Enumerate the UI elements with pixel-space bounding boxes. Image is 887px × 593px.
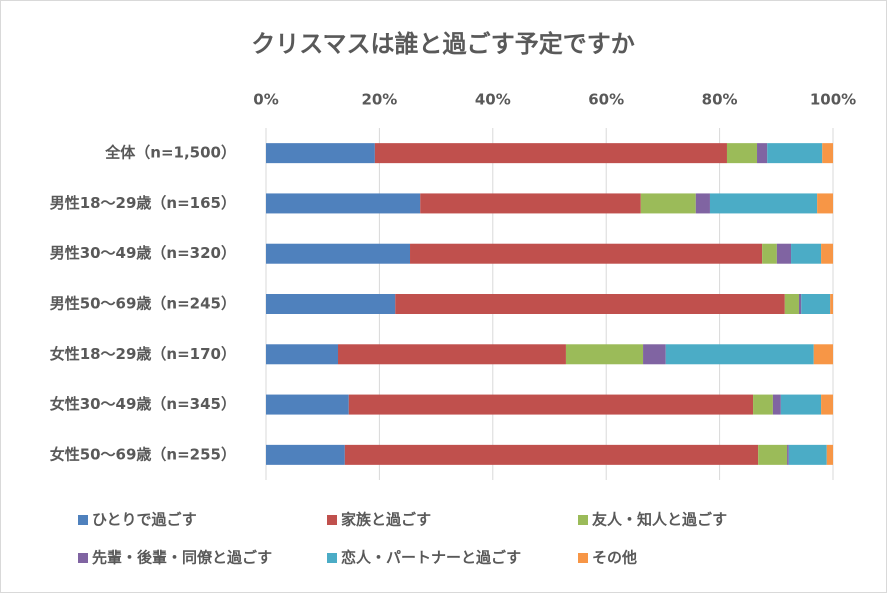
legend-label: その他 xyxy=(592,549,637,567)
legend-swatch xyxy=(327,515,337,525)
bar-segment xyxy=(772,394,781,415)
bar-segment xyxy=(801,294,831,314)
bar-segment xyxy=(565,344,644,365)
chart-title: クリスマスは誰と過ごす予定ですか xyxy=(251,30,635,58)
bar-segment xyxy=(817,193,833,214)
bar-segment xyxy=(784,294,799,314)
legend-label: 先輩・後輩・同僚と過ごす xyxy=(92,549,272,567)
legend-swatch xyxy=(578,553,588,563)
bar-segment xyxy=(757,143,768,164)
bar-segment xyxy=(266,294,396,314)
bar-segment xyxy=(758,444,788,465)
bar-segment xyxy=(266,394,349,415)
bar-segment xyxy=(780,394,822,415)
y-tick-label: 男性18～29歳（n=165） xyxy=(50,194,236,212)
bar-segment xyxy=(762,243,777,264)
bar-segment xyxy=(395,294,785,314)
bar-segment xyxy=(695,193,710,214)
bar-segment xyxy=(665,344,814,365)
legend-swatch xyxy=(327,553,337,563)
legend-label: 友人・知人と過ごす xyxy=(592,511,727,529)
bar-segment xyxy=(798,294,802,314)
bar-segment xyxy=(830,294,833,314)
x-tick-label: 100% xyxy=(810,91,856,109)
bar-segment xyxy=(640,193,696,214)
y-tick-label: 全体（n=1,500） xyxy=(104,144,236,162)
bar-segment xyxy=(821,394,833,415)
bar-segment xyxy=(826,444,833,465)
bar-segment xyxy=(266,193,421,214)
y-tick-label: 女性50～69歳（n=255） xyxy=(50,445,236,463)
bar-segment xyxy=(776,243,792,264)
bar-segment xyxy=(788,444,827,465)
bar-segment xyxy=(266,143,375,164)
bar-segment xyxy=(420,193,641,214)
bar-segment xyxy=(348,394,754,415)
bar-segment xyxy=(410,243,763,264)
y-tick-label: 男性30～49歳（n=320） xyxy=(50,244,236,262)
bar-segment xyxy=(266,444,345,465)
legend-swatch xyxy=(578,515,588,525)
bar-segment xyxy=(344,444,759,465)
legend-swatch xyxy=(78,553,88,563)
bar-segment xyxy=(821,243,833,264)
bar-segment xyxy=(266,243,411,264)
bar-segment xyxy=(767,143,823,164)
bar-segment xyxy=(726,143,758,164)
bar-segment xyxy=(374,143,727,164)
x-tick-label: 0% xyxy=(253,91,278,109)
legend-label: 家族と過ごす xyxy=(341,511,431,529)
bar-segment xyxy=(266,344,339,365)
legend-swatch xyxy=(78,515,88,525)
bar-segment xyxy=(338,344,566,365)
x-tick-label: 20% xyxy=(361,91,397,109)
bar-segment xyxy=(643,344,666,365)
bar-segment xyxy=(822,143,833,164)
y-tick-label: 女性18～29歳（n=170） xyxy=(50,345,236,363)
x-tick-label: 40% xyxy=(475,91,511,109)
bar-segment xyxy=(813,344,833,365)
legend-label: ひとりで過ごす xyxy=(92,511,197,529)
bar-segment xyxy=(787,444,789,465)
bar-segment xyxy=(791,243,822,264)
bar-segment xyxy=(753,394,773,415)
bar-segment xyxy=(709,193,818,214)
legend-label: 恋人・パートナーと過ごす xyxy=(341,549,521,567)
y-tick-label: 女性30～49歳（n=345） xyxy=(50,395,236,413)
x-tick-label: 60% xyxy=(588,91,624,109)
x-tick-label: 80% xyxy=(702,91,738,109)
y-tick-label: 男性50～69歳（n=245） xyxy=(50,295,236,313)
